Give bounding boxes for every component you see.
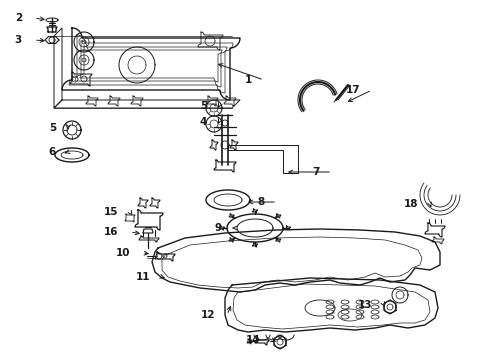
Text: 11: 11 bbox=[135, 272, 150, 282]
Text: 1: 1 bbox=[244, 75, 251, 85]
Text: 14: 14 bbox=[245, 335, 260, 345]
Text: 10: 10 bbox=[115, 248, 130, 258]
Text: 9: 9 bbox=[214, 223, 222, 233]
Text: 5: 5 bbox=[49, 123, 56, 133]
Text: 16: 16 bbox=[103, 227, 118, 237]
Text: 4: 4 bbox=[199, 117, 206, 127]
Text: 5: 5 bbox=[199, 101, 206, 111]
Text: 2: 2 bbox=[15, 13, 22, 23]
Text: 17: 17 bbox=[345, 85, 359, 95]
Text: 13: 13 bbox=[357, 300, 371, 310]
Text: 7: 7 bbox=[312, 167, 319, 177]
Text: 12: 12 bbox=[200, 310, 215, 320]
Text: 8: 8 bbox=[257, 197, 264, 207]
Text: 3: 3 bbox=[15, 35, 22, 45]
Text: 15: 15 bbox=[103, 207, 118, 217]
Text: 6: 6 bbox=[49, 147, 56, 157]
Text: 18: 18 bbox=[403, 199, 417, 209]
